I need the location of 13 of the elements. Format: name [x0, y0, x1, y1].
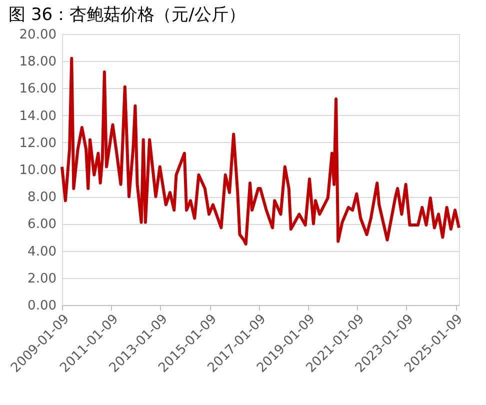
y-tick-label: 2.00 — [28, 271, 56, 286]
y-tick-label: 18.00 — [19, 54, 56, 70]
y-tick-label: 14.00 — [19, 108, 56, 124]
y-tick-label: 16.00 — [19, 82, 56, 97]
chart-title: 图 36：杏鲍菇价格（元/公斤） — [8, 5, 246, 25]
y-tick-label: 20.00 — [19, 28, 56, 42]
y-tick-label: 4.00 — [28, 244, 56, 260]
y-tick-label: 0.00 — [28, 298, 56, 314]
y-tick-label: 10.00 — [19, 163, 56, 178]
y-tick-label: 6.00 — [28, 217, 56, 232]
line-series — [60, 56, 460, 246]
y-tick-label: 8.00 — [28, 190, 56, 206]
y-tick-label: 12.00 — [19, 136, 56, 151]
